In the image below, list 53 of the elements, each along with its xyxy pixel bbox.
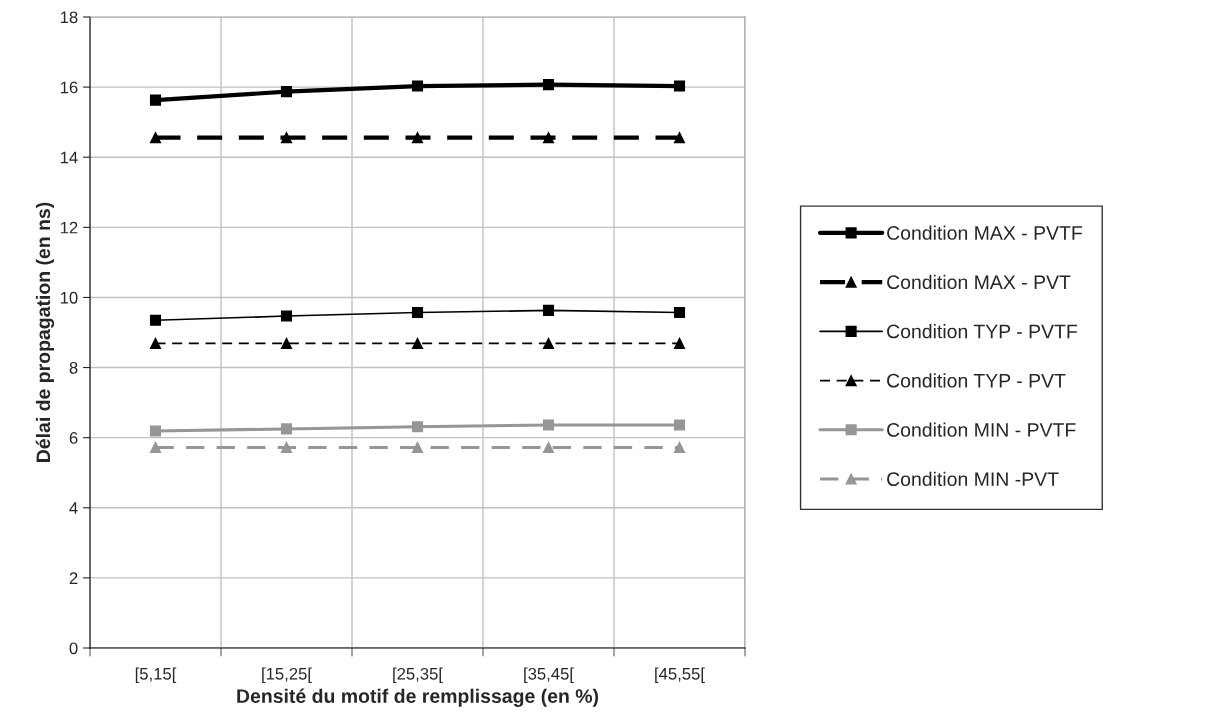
- point: [149, 425, 162, 437]
- point: [673, 80, 686, 92]
- point: [542, 79, 555, 91]
- point: [673, 419, 686, 431]
- point: [149, 132, 162, 144]
- legend-label: Condition TYP - PVTF: [887, 324, 1078, 339]
- point: [673, 132, 686, 144]
- point: [673, 306, 686, 319]
- point: [542, 132, 555, 144]
- point: [673, 337, 686, 349]
- x-axis-title: Densité du motif de remplissage (en %): [237, 688, 599, 707]
- point: [280, 310, 293, 322]
- y-tick-label: 8: [69, 361, 78, 374]
- point: [542, 304, 555, 316]
- y-tick-label: 16: [60, 81, 78, 94]
- point: [280, 337, 293, 349]
- point: [673, 441, 686, 454]
- point: [542, 441, 555, 454]
- point: [411, 421, 424, 433]
- legend-label: Condition MIN - PVTF: [887, 422, 1076, 437]
- legend-label: Condition MAX - PVTF: [887, 225, 1083, 240]
- y-tick-label: 4: [69, 502, 78, 514]
- y-tick-label: 6: [69, 432, 78, 444]
- point: [542, 419, 555, 431]
- legend-label: Condition MAX - PVT: [887, 274, 1071, 290]
- point: [411, 80, 424, 92]
- y-tick-label: 2: [69, 572, 78, 584]
- legend-label: Condition TYP - PVT: [887, 373, 1066, 388]
- point: [280, 132, 293, 144]
- y-tick-label: 12: [60, 221, 78, 234]
- y-tick-label: 18: [60, 11, 78, 24]
- legend-label: Condition MIN -PVT: [887, 471, 1059, 487]
- x-tick-label: [15,25[: [262, 667, 312, 683]
- point: [411, 132, 424, 144]
- y-tick-label: 14: [60, 151, 78, 164]
- point: [149, 441, 162, 454]
- point: [280, 441, 293, 454]
- point: [411, 337, 424, 349]
- x-tick-label: [25,35[: [393, 667, 443, 683]
- y-tick-label: 10: [60, 291, 78, 304]
- point: [280, 86, 293, 98]
- y-tick-label: 0: [69, 642, 78, 655]
- point: [280, 423, 293, 435]
- point: [149, 337, 162, 349]
- x-tick-label: [35,45[: [524, 667, 574, 683]
- x-tick-label: [5,15[: [135, 667, 177, 683]
- point: [411, 441, 424, 454]
- y-axis-title: Délai de propagation (en ns): [35, 202, 55, 462]
- point: [149, 314, 162, 326]
- point: [149, 94, 162, 106]
- x-tick-label: [45,55[: [655, 667, 705, 683]
- point: [542, 337, 555, 349]
- point: [411, 306, 424, 319]
